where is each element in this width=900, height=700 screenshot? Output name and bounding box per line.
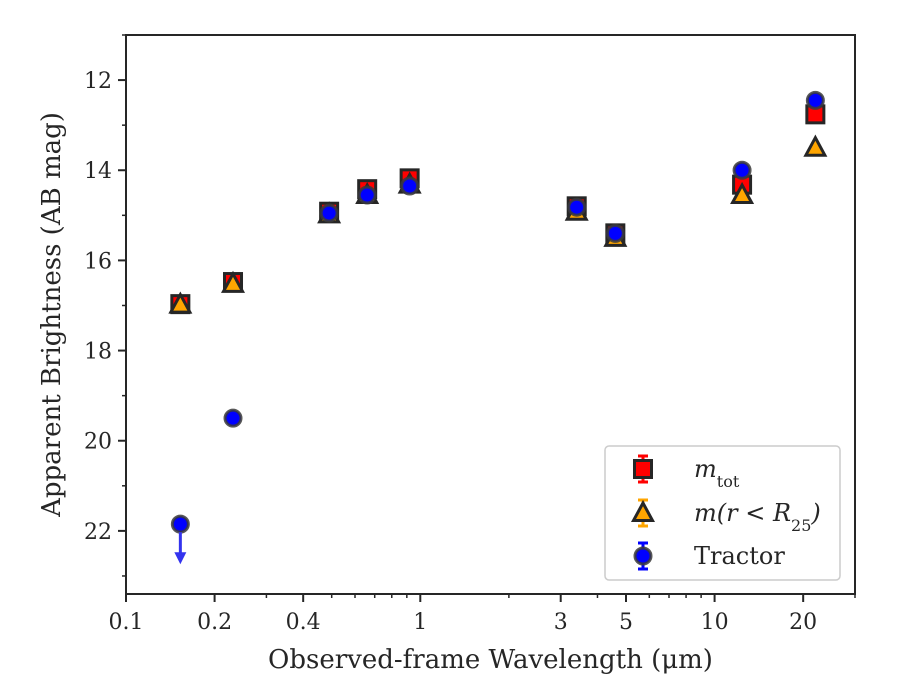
y-tick-label: 20 [84,430,112,455]
legend-marker-triangle [630,499,656,522]
circle-point [605,223,625,243]
x-tick-label: 0.4 [286,610,321,635]
legend-marker-circle [633,546,653,566]
axes-ticks: 12 14 16 18 20 22 0.1 0.2 0.4 1 3 5 10 20 [84,34,856,635]
y-tick-label: 12 [84,69,112,94]
legend-box [604,445,841,581]
circle-point [319,203,339,223]
circle-point [223,408,243,428]
legend-marker-square [633,459,653,479]
series-square [170,104,826,315]
circle-point [357,185,377,205]
legend-item: mtot [633,454,740,491]
triangle-point [803,134,828,157]
x-tick-label: 1 [413,610,427,635]
circle-point [170,514,190,534]
circle-point [732,160,752,180]
x-tick-label: 20 [789,610,817,635]
triangle-point [220,270,246,293]
legend-item: Tractor [633,541,785,571]
x-tick-label: 3 [554,610,568,635]
legend-label: mtot [694,455,740,491]
legend-label: m(r < R25) [694,499,821,535]
series-triangle [168,134,828,314]
x-tick-label: 5 [619,610,633,635]
x-tick-label: 0.2 [197,610,232,635]
circle-point [805,90,825,110]
y-tick-label: 18 [84,340,112,365]
upper-limit-arrow-head [174,552,187,565]
x-tick-label: 0.1 [109,610,144,635]
x-tick-label: 10 [701,610,729,635]
circle-point [567,197,587,217]
y-tick-label: 14 [84,159,112,184]
triangle-point [730,181,755,205]
y-tick-label: 16 [84,249,112,274]
series-circle [170,90,825,565]
y-axis-label: Apparent Brightness (AB mag) [37,112,67,518]
data-points [168,90,828,565]
triangle-point [168,291,193,314]
y-tick-label: 22 [84,520,112,545]
plot-area [125,34,856,595]
circle-point [400,176,420,196]
x-axis-label: Observed-frame Wavelength (μm) [268,645,713,675]
legend-label: Tractor [694,542,785,570]
legend-item: m(r < R25) [630,498,821,535]
legend: mtot m(r < R25) Tractor [604,445,841,581]
